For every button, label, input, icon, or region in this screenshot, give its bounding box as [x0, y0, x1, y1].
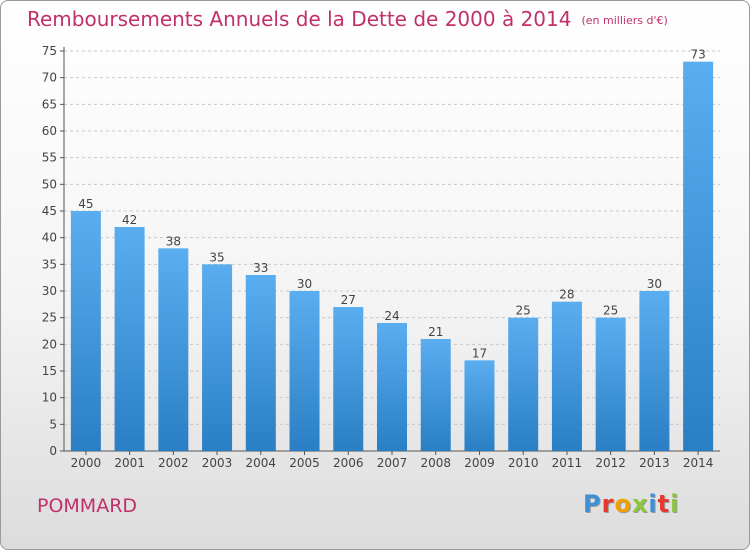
x-tick-label: 2001	[114, 456, 145, 470]
y-tick-label: 60	[42, 124, 57, 138]
y-tick-label: 75	[42, 44, 57, 58]
bar	[333, 307, 364, 451]
data-label: 42	[122, 213, 137, 227]
y-tick-label: 30	[42, 284, 57, 298]
data-label: 73	[690, 48, 705, 62]
bar	[551, 301, 582, 451]
bar	[70, 211, 101, 451]
proxiti-logo: Proxiti	[583, 490, 679, 518]
bar	[639, 291, 670, 451]
x-tick-label: 2009	[464, 456, 495, 470]
data-label: 27	[341, 293, 356, 307]
data-label: 25	[603, 304, 618, 318]
x-tick-label: 2005	[289, 456, 320, 470]
data-label: 17	[472, 346, 487, 360]
logo-letter: x	[631, 490, 649, 518]
bar	[464, 360, 495, 451]
x-tick-label: 2004	[246, 456, 277, 470]
bar	[508, 317, 539, 451]
y-tick-label: 45	[42, 204, 57, 218]
data-label: 28	[559, 288, 574, 302]
x-tick-label: 2014	[683, 456, 714, 470]
y-tick-label: 55	[42, 151, 57, 165]
y-tick-label: 40	[42, 231, 57, 245]
x-tick-label: 2002	[158, 456, 189, 470]
bar	[245, 275, 276, 451]
y-tick-label: 0	[49, 444, 57, 458]
y-tick-label: 5	[49, 417, 57, 431]
bar	[595, 317, 626, 451]
bar	[420, 339, 451, 451]
data-label: 35	[209, 250, 224, 264]
y-tick-label: 65	[42, 97, 57, 111]
x-tick-label: 2006	[333, 456, 364, 470]
x-tick-label: 2013	[639, 456, 670, 470]
y-tick-label: 25	[42, 311, 57, 325]
chart-title: Remboursements Annuels de la Dette de 20…	[27, 7, 668, 31]
bar	[114, 227, 145, 451]
bar	[377, 323, 407, 451]
data-label: 21	[428, 325, 443, 339]
x-tick-label: 2000	[71, 456, 102, 470]
bar	[683, 61, 714, 452]
logo-letter: P	[583, 490, 602, 518]
data-label: 24	[384, 309, 399, 323]
y-tick-label: 20	[42, 337, 57, 351]
x-tick-label: 2003	[202, 456, 233, 470]
logo-letter: r	[601, 490, 615, 518]
data-label: 45	[78, 197, 93, 211]
y-tick-label: 10	[42, 391, 57, 405]
y-tick-label: 50	[42, 177, 57, 191]
y-tick-label: 15	[42, 364, 57, 378]
commune-name: POMMARD	[37, 495, 138, 517]
data-label: 30	[647, 277, 662, 291]
logo-letter: t	[657, 490, 671, 518]
x-tick-label: 2008	[420, 456, 451, 470]
data-label: 30	[297, 277, 312, 291]
chart-unit: (en milliers d'€)	[581, 14, 668, 27]
chart-title-text: Remboursements Annuels de la Dette de 20…	[27, 7, 572, 31]
logo-letter: i	[648, 490, 658, 518]
logo-letter: i	[670, 490, 680, 518]
y-tick-label: 35	[42, 257, 57, 271]
data-label: 25	[516, 304, 531, 318]
data-label: 38	[166, 234, 181, 248]
x-tick-label: 2010	[508, 456, 539, 470]
y-tick-label: 70	[42, 71, 57, 85]
bar	[158, 248, 189, 451]
bar	[289, 291, 320, 451]
x-tick-label: 2007	[377, 456, 408, 470]
bar	[202, 264, 233, 451]
logo-letter: o	[614, 490, 632, 518]
data-label: 33	[253, 261, 268, 275]
x-tick-label: 2012	[595, 456, 626, 470]
x-tick-label: 2011	[552, 456, 583, 470]
